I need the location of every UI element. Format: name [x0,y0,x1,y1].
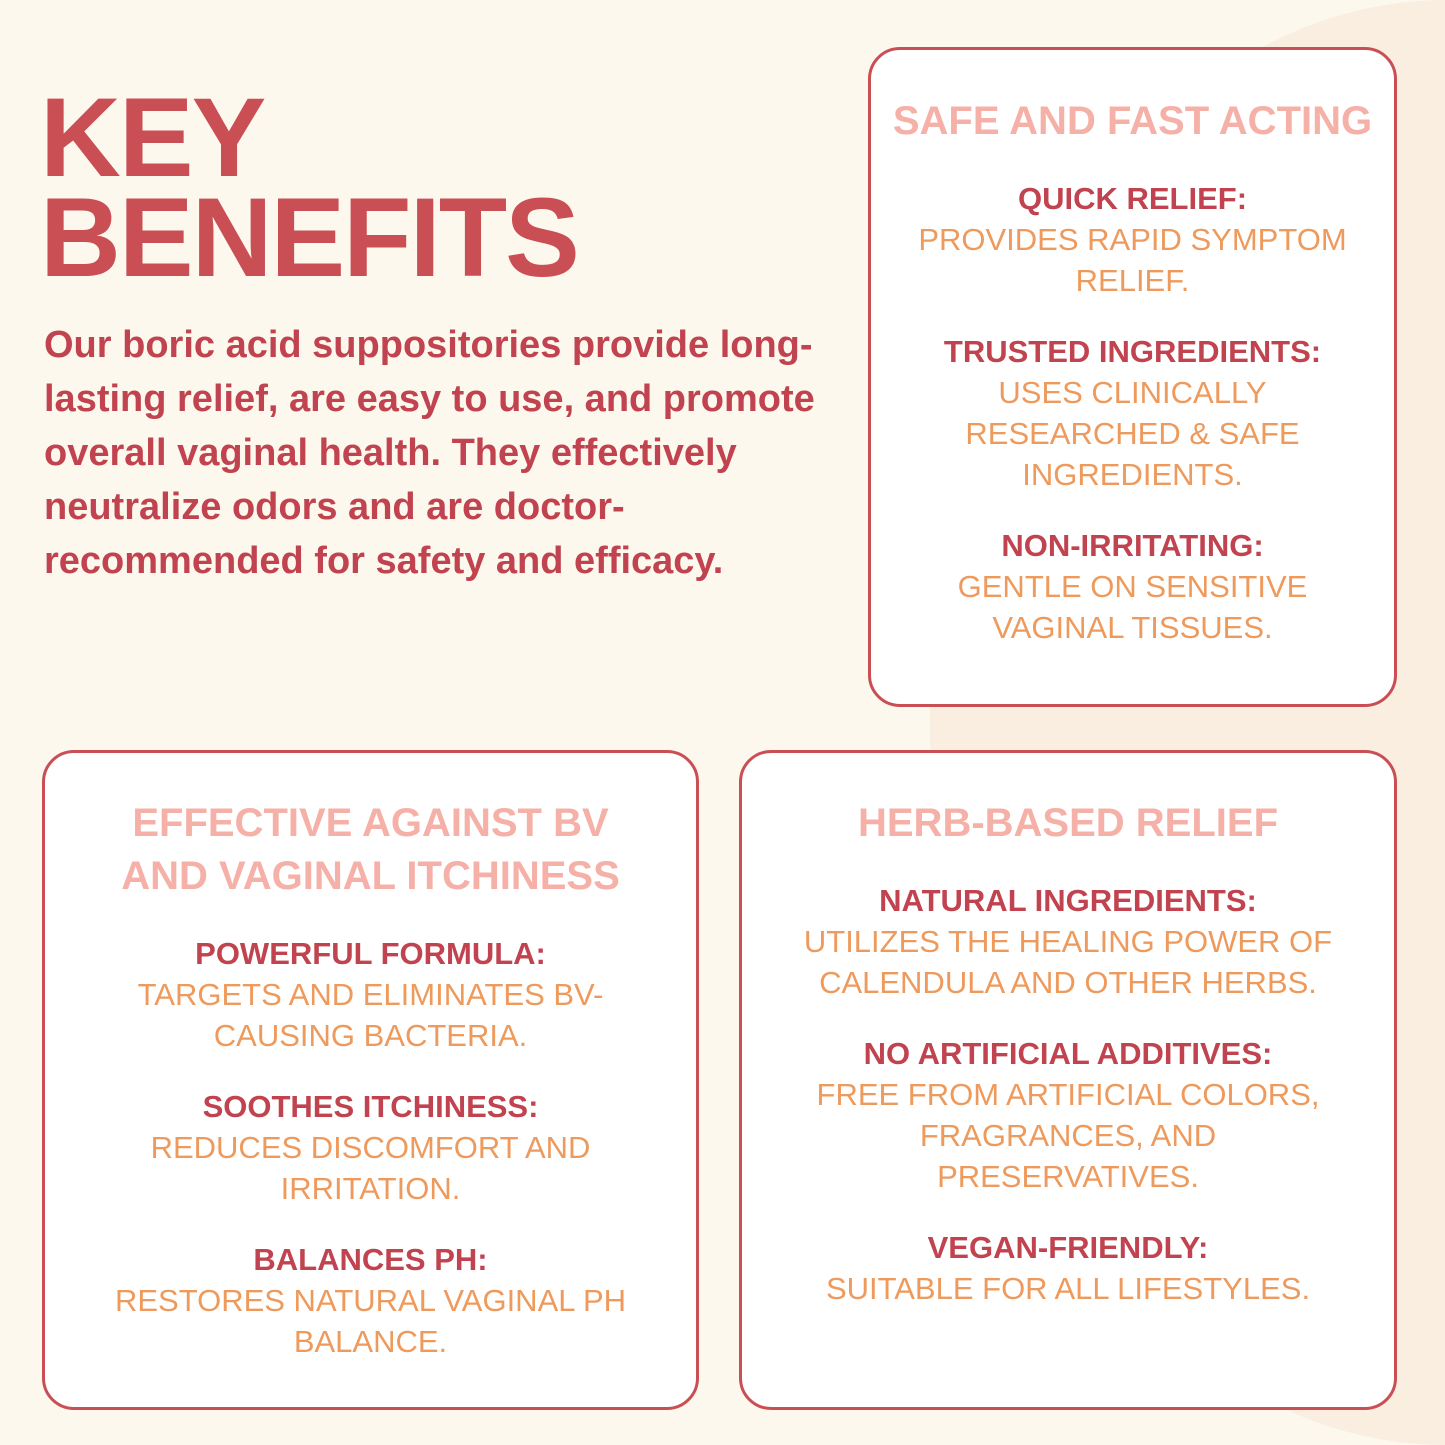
benefit-item: SOOTHES ITCHINESS: REDUCES DISCOMFORT AND… [95,1086,646,1209]
benefit-item: NO ARTIFICIAL ADDITIVES: FREE FROM ARTIFI… [802,1033,1334,1197]
benefit-label: NON-IRRITATING: [1001,528,1264,563]
benefit-label: NO ARTIFICIAL ADDITIVES: [863,1036,1273,1071]
benefit-desc: USES CLINICALLY RESEARCHED & SAFE INGRED… [965,375,1300,492]
benefit-item: BALANCES PH: RESTORES NATURAL VAGINAL PH … [95,1239,646,1362]
card-heading: SAFE AND FAST ACTING [892,99,1373,143]
title-line-1: KEY [40,75,266,200]
benefit-item: NON-IRRITATING: GENTLE ON SENSITIVE VAGIN… [891,525,1374,648]
benefit-item: VEGAN-FRIENDLY: SUITABLE FOR ALL LIFESTYL… [802,1227,1334,1309]
benefit-desc: PROVIDES RAPID SYMPTOM RELIEF. [918,222,1347,298]
card-heading: EFFECTIVE AGAINST BV AND VAGINAL ITCHINE… [121,801,620,898]
benefit-label: POWERFUL FORMULA: [195,936,546,971]
benefit-label: BALANCES PH: [253,1242,488,1277]
benefit-item: NATURAL INGREDIENTS: UTILIZES THE HEALING… [802,880,1334,1003]
benefit-label: NATURAL INGREDIENTS: [879,883,1257,918]
benefit-desc: GENTLE ON SENSITIVE VAGINAL TISSUES. [957,569,1308,645]
benefit-label: SOOTHES ITCHINESS: [202,1089,539,1124]
benefit-desc: RESTORES NATURAL VAGINAL PH BALANCE. [114,1283,627,1359]
card-heading: HERB-BASED RELIEF [857,801,1279,845]
benefit-label: TRUSTED INGREDIENTS: [943,334,1322,369]
benefit-item: POWERFUL FORMULA: TARGETS AND ELIMINATES … [95,933,646,1056]
benefit-card-safe-fast: SAFE AND FAST ACTING QUICK RELIEF: PROVID… [868,47,1397,707]
benefit-desc: TARGETS AND ELIMINATES BV-CAUSING BACTER… [137,977,604,1053]
benefit-desc: SUITABLE FOR ALL LIFESTYLES. [825,1271,1311,1306]
benefit-card-bv-itchiness: EFFECTIVE AGAINST BV AND VAGINAL ITCHINE… [42,750,699,1410]
title-line-2: BENEFITS [40,175,580,300]
benefit-desc: REDUCES DISCOMFORT AND IRRITATION. [150,1130,591,1206]
benefit-desc: UTILIZES THE HEALING POWER OF CALENDULA … [803,924,1333,1000]
page-title: KEY BENEFITS [40,82,580,294]
benefit-item: TRUSTED INGREDIENTS: USES CLINICALLY RESE… [891,331,1374,495]
benefit-item: QUICK RELIEF: PROVIDES RAPID SYMPTOM RELI… [891,178,1374,301]
benefit-card-herb-based: HERB-BASED RELIEF NATURAL INGREDIENTS: UT… [739,750,1397,1410]
benefit-desc: FREE FROM ARTIFICIAL COLORS, FRAGRANCES,… [816,1077,1320,1194]
benefit-label: VEGAN-FRIENDLY: [927,1230,1209,1265]
benefit-label: QUICK RELIEF: [1017,181,1248,216]
intro-paragraph: Our boric acid suppositories provide lon… [44,324,815,582]
